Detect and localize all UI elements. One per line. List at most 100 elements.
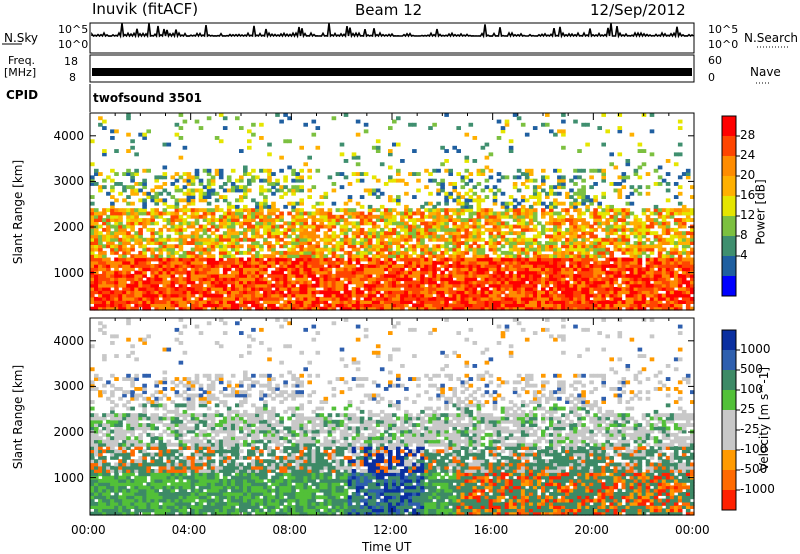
power-cell <box>561 264 566 268</box>
power-cell <box>150 227 155 232</box>
power-cell <box>303 296 308 301</box>
power-cell <box>367 280 373 285</box>
power-cell <box>524 208 530 213</box>
power-cell <box>677 211 683 216</box>
velocity-cell <box>122 505 127 509</box>
power-cell <box>347 300 353 304</box>
power-cell <box>528 172 534 176</box>
power-cell <box>315 224 321 229</box>
velocity-cell <box>126 400 131 404</box>
power-cell <box>235 277 240 282</box>
power-cell <box>581 198 586 203</box>
power-cell <box>339 231 345 236</box>
power-cell <box>532 234 538 239</box>
power-cell <box>541 244 546 249</box>
power-cell <box>508 280 514 285</box>
velocity-cell <box>110 334 115 339</box>
power-cell <box>420 290 425 295</box>
power-cell <box>375 218 381 222</box>
velocity-cell <box>114 469 119 473</box>
power-cell <box>194 221 200 226</box>
power-cell <box>150 257 155 262</box>
power-cell <box>561 250 566 255</box>
power-cell <box>657 254 663 259</box>
power-cell <box>279 280 284 285</box>
power-cell <box>388 152 393 157</box>
velocity-cell <box>106 505 111 509</box>
power-cell <box>428 277 433 282</box>
power-cell <box>545 290 550 295</box>
power-cell <box>235 221 240 226</box>
power-cell <box>484 280 490 285</box>
power-cell <box>295 172 300 176</box>
power-cell <box>673 231 679 236</box>
power-cell <box>665 264 671 268</box>
power-cell <box>190 306 196 311</box>
velocity-cell <box>98 377 103 381</box>
power-cell <box>601 300 606 304</box>
power-cell <box>460 178 466 183</box>
velocity-cell <box>90 492 95 496</box>
power-cell <box>476 296 482 301</box>
power-cell <box>653 280 659 285</box>
power-cell <box>154 214 159 219</box>
power-cell <box>480 280 486 285</box>
power-cell <box>681 273 687 278</box>
power-cell <box>247 257 252 262</box>
power-cell <box>516 283 522 288</box>
power-cell <box>532 250 538 255</box>
power-cell <box>118 273 123 278</box>
power-cell <box>492 273 498 278</box>
power-cell <box>210 221 216 226</box>
power-cell <box>142 224 147 229</box>
power-cell <box>170 250 176 255</box>
power-cell <box>388 306 393 311</box>
power-cell <box>657 306 663 311</box>
power-cell <box>291 293 296 298</box>
power-cell <box>589 257 594 262</box>
power-cell <box>637 260 643 265</box>
power-cell <box>657 208 663 213</box>
power-cell <box>251 287 256 291</box>
power-cell <box>359 254 365 259</box>
power-cell <box>259 270 264 275</box>
power-cell <box>259 224 264 229</box>
power-cell <box>218 139 224 144</box>
power-cell <box>561 145 566 150</box>
power-cell <box>436 287 441 291</box>
power-cell <box>146 287 151 291</box>
power-cell <box>126 168 131 173</box>
velocity-cell <box>98 446 103 450</box>
power-cell <box>565 254 570 259</box>
power-cell <box>178 175 184 180</box>
power-cell <box>621 260 627 265</box>
velocity-cell <box>114 449 119 454</box>
power-cell <box>106 175 111 180</box>
power-cell <box>98 188 103 193</box>
power-cell <box>138 221 143 226</box>
power-cell <box>130 283 135 288</box>
power-cell <box>190 182 196 186</box>
power-cell <box>500 126 506 130</box>
power-cell <box>243 221 248 226</box>
power-cell <box>230 237 236 242</box>
power-cell <box>557 201 562 206</box>
power-cell <box>424 247 429 252</box>
power-cell <box>335 270 341 275</box>
power-cell <box>601 208 606 213</box>
power-cell <box>621 300 627 304</box>
power-cell <box>194 211 200 216</box>
power-cell <box>279 195 284 199</box>
power-cell <box>400 244 405 249</box>
power-cell <box>287 227 292 232</box>
power-cell <box>130 191 135 196</box>
power-cell <box>251 178 256 183</box>
power-cell <box>444 208 449 213</box>
power-cell <box>625 300 631 304</box>
power-cell <box>307 155 312 160</box>
power-cell <box>331 234 337 239</box>
power-cell <box>424 231 429 236</box>
power-cell <box>106 208 111 213</box>
power-cell <box>573 208 578 213</box>
power-cell <box>251 227 256 232</box>
